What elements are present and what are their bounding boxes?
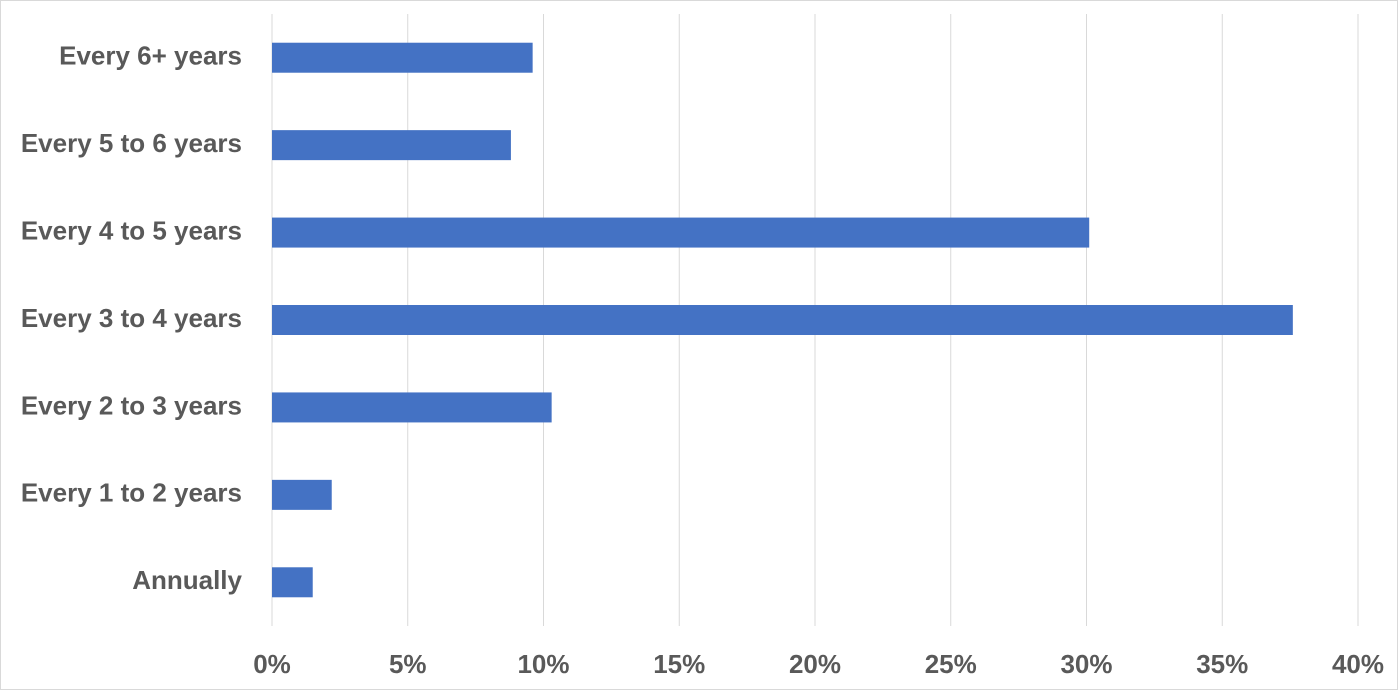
y-tick-label: Every 4 to 5 years bbox=[21, 215, 242, 245]
y-tick-label: Every 6+ years bbox=[59, 41, 242, 71]
bar bbox=[272, 217, 1090, 248]
x-tick-label: 0% bbox=[253, 649, 291, 679]
y-tick-label: Every 5 to 6 years bbox=[21, 128, 242, 158]
bar bbox=[272, 305, 1293, 335]
y-tick-label: Every 1 to 2 years bbox=[21, 478, 242, 508]
x-tick-label: 35% bbox=[1196, 649, 1248, 679]
bar bbox=[272, 567, 313, 598]
x-tick-label: 15% bbox=[653, 649, 705, 679]
y-tick-label: Every 3 to 4 years bbox=[21, 303, 242, 333]
x-tick-label: 40% bbox=[1332, 649, 1384, 679]
bar bbox=[272, 392, 552, 423]
bar bbox=[272, 42, 533, 73]
x-tick-label: 30% bbox=[1060, 649, 1112, 679]
y-tick-label: Annually bbox=[132, 565, 242, 595]
x-tick-label: 5% bbox=[389, 649, 427, 679]
x-tick-label: 20% bbox=[789, 649, 841, 679]
bar bbox=[272, 130, 511, 161]
y-tick-label: Every 2 to 3 years bbox=[21, 390, 242, 420]
x-tick-label: 25% bbox=[925, 649, 977, 679]
bar bbox=[272, 479, 332, 510]
x-tick-label: 10% bbox=[517, 649, 569, 679]
